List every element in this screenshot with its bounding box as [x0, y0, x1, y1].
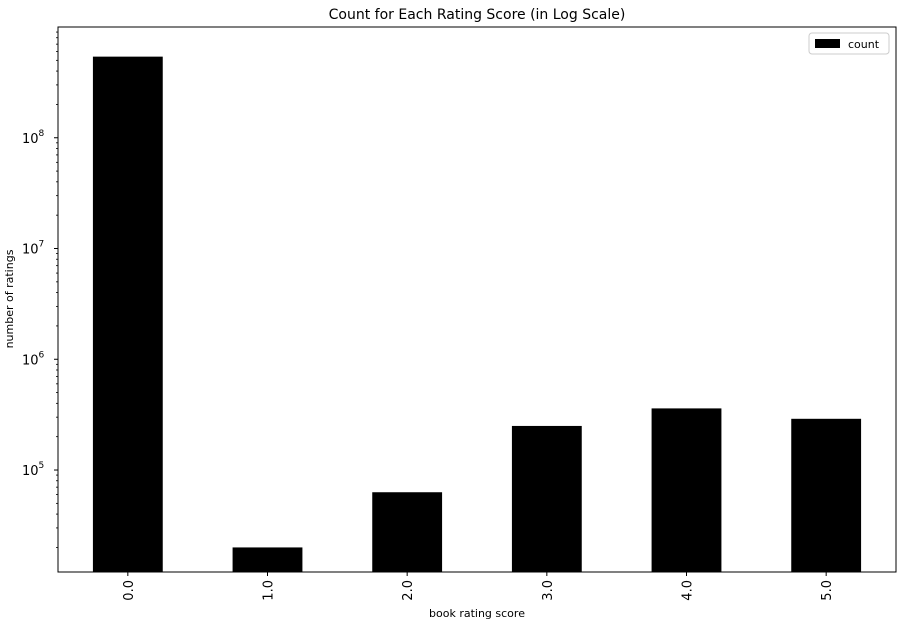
chart-title: Count for Each Rating Score (in Log Scal… [329, 7, 626, 23]
y-axis-ticks: 105 106 107 108 [22, 31, 58, 548]
legend-box [808, 32, 890, 55]
x-tick-label: 1.0 [262, 580, 277, 601]
y-axis-label: number of ratings [3, 249, 16, 348]
bars-group [92, 56, 862, 573]
y-tick-label: 108 [22, 129, 45, 147]
legend: count [808, 32, 890, 55]
y-tick-label: 106 [22, 350, 45, 368]
x-tick-label: 2.0 [401, 580, 416, 601]
bar [791, 418, 862, 572]
x-tick-label: 5.0 [820, 580, 835, 601]
x-axis-label: book rating score [429, 607, 525, 620]
y-tick-label: 107 [22, 240, 44, 258]
bar [232, 547, 303, 572]
legend-swatch [815, 39, 840, 48]
y-tick-label: 105 [22, 461, 44, 479]
x-tick-label: 4.0 [681, 580, 696, 601]
x-axis-ticks: 0.0 1.0 2.0 3.0 4.0 5.0 [122, 572, 835, 601]
bar [651, 408, 722, 572]
plot-frame [57, 26, 897, 573]
bar [92, 56, 163, 573]
x-tick-label: 3.0 [541, 580, 556, 601]
x-tick-label: 0.0 [122, 580, 137, 601]
bar [511, 425, 582, 572]
legend-label: count [848, 38, 880, 51]
bar [372, 492, 443, 572]
